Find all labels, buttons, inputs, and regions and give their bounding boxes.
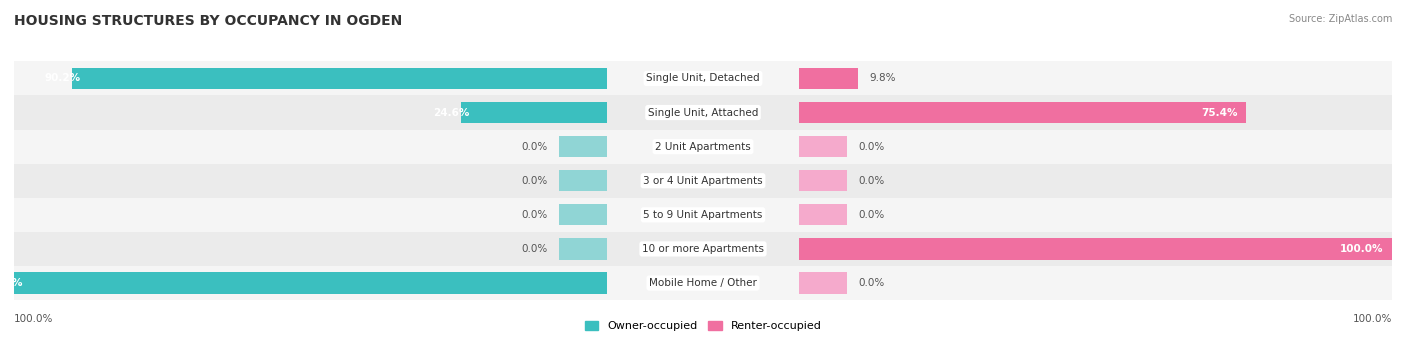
Bar — [14, 95, 606, 130]
Bar — [606, 232, 800, 266]
Bar — [606, 164, 800, 198]
Text: Single Unit, Detached: Single Unit, Detached — [647, 73, 759, 84]
Text: 0.0%: 0.0% — [859, 210, 884, 220]
Text: 24.6%: 24.6% — [433, 107, 470, 118]
Bar — [14, 232, 606, 266]
Text: 0.0%: 0.0% — [859, 176, 884, 186]
Bar — [560, 170, 606, 191]
Text: 0.0%: 0.0% — [859, 278, 884, 288]
Text: Mobile Home / Other: Mobile Home / Other — [650, 278, 756, 288]
Bar — [606, 266, 800, 300]
Bar — [461, 102, 606, 123]
Bar — [560, 204, 606, 225]
Text: 100.0%: 100.0% — [14, 314, 53, 324]
Bar — [606, 61, 800, 95]
Text: 0.0%: 0.0% — [522, 244, 547, 254]
Bar — [800, 68, 858, 89]
Bar — [800, 130, 1392, 164]
Text: 75.4%: 75.4% — [1201, 107, 1237, 118]
Text: HOUSING STRUCTURES BY OCCUPANCY IN OGDEN: HOUSING STRUCTURES BY OCCUPANCY IN OGDEN — [14, 14, 402, 28]
Bar — [14, 266, 606, 300]
Bar — [606, 95, 800, 130]
Text: 100.0%: 100.0% — [1340, 244, 1384, 254]
Bar — [560, 238, 606, 260]
Bar — [800, 164, 1392, 198]
Bar — [606, 198, 800, 232]
Bar — [800, 232, 1392, 266]
Text: 100.0%: 100.0% — [1353, 314, 1392, 324]
Bar — [800, 61, 1392, 95]
Bar — [14, 272, 606, 294]
Bar — [800, 102, 1246, 123]
Bar — [800, 238, 1392, 260]
Text: 10 or more Apartments: 10 or more Apartments — [643, 244, 763, 254]
Text: Single Unit, Attached: Single Unit, Attached — [648, 107, 758, 118]
Text: 0.0%: 0.0% — [522, 176, 547, 186]
Bar — [560, 136, 606, 157]
Bar — [800, 272, 846, 294]
Text: 9.8%: 9.8% — [869, 73, 896, 84]
Bar — [606, 130, 800, 164]
Bar — [14, 164, 606, 198]
Bar — [800, 95, 1392, 130]
Bar — [800, 204, 846, 225]
Bar — [800, 170, 846, 191]
Bar — [800, 266, 1392, 300]
Text: 100.0%: 100.0% — [0, 278, 22, 288]
Text: 0.0%: 0.0% — [522, 210, 547, 220]
Text: 5 to 9 Unit Apartments: 5 to 9 Unit Apartments — [644, 210, 762, 220]
Text: 90.2%: 90.2% — [45, 73, 82, 84]
Bar — [14, 130, 606, 164]
Text: Source: ZipAtlas.com: Source: ZipAtlas.com — [1288, 14, 1392, 24]
Text: 2 Unit Apartments: 2 Unit Apartments — [655, 142, 751, 152]
Bar — [800, 136, 846, 157]
Bar — [14, 198, 606, 232]
Legend: Owner-occupied, Renter-occupied: Owner-occupied, Renter-occupied — [581, 316, 825, 336]
Bar — [72, 68, 606, 89]
Text: 0.0%: 0.0% — [522, 142, 547, 152]
Bar — [800, 198, 1392, 232]
Bar — [14, 61, 606, 95]
Text: 0.0%: 0.0% — [859, 142, 884, 152]
Text: 3 or 4 Unit Apartments: 3 or 4 Unit Apartments — [643, 176, 763, 186]
